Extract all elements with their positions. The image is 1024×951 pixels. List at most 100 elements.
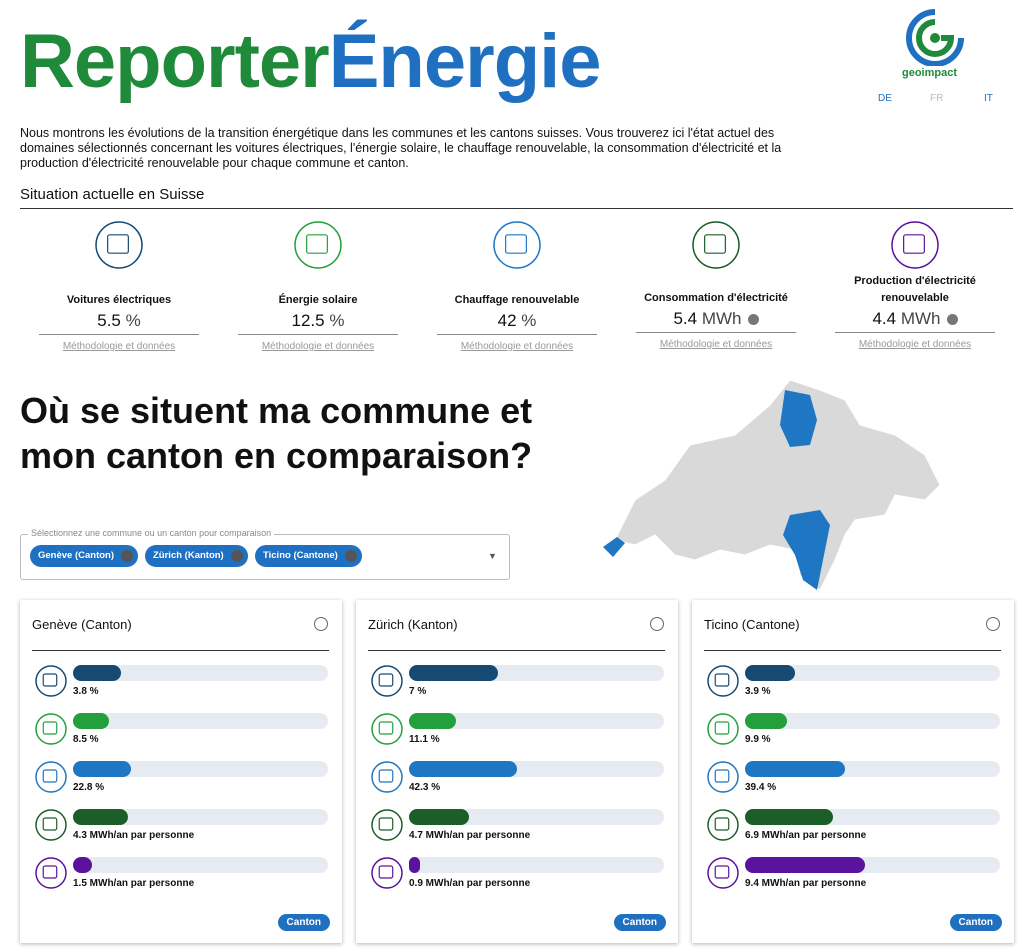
comparison-title: Où se situent ma commune et mon canton e… xyxy=(20,390,533,476)
value-label: 22.8 % xyxy=(73,782,105,793)
chip-remove[interactable] xyxy=(230,550,243,562)
chip[interactable]: Ticino (Cantone) xyxy=(255,545,362,567)
bar xyxy=(745,713,788,729)
value-label: 42.3 % xyxy=(409,782,441,793)
logo-text: geoimpact xyxy=(902,67,958,79)
icon xyxy=(493,221,541,269)
icon xyxy=(371,761,403,793)
summary-value: 42 % xyxy=(437,311,597,335)
summary-unit: % xyxy=(521,311,537,330)
card-title: Zürich (Kanton) xyxy=(368,617,458,632)
summary-item: Consommation d'électricité 5.4 MWh Méthodo… xyxy=(626,273,806,350)
bar xyxy=(73,761,132,777)
icon xyxy=(35,761,67,793)
select-arrow[interactable]: ▼ xyxy=(488,551,497,561)
card-close[interactable] xyxy=(314,617,328,631)
icon xyxy=(707,665,739,697)
summary-unit: % xyxy=(125,311,141,330)
icon xyxy=(891,221,939,269)
map-zurich[interactable] xyxy=(780,390,817,447)
bar-track xyxy=(745,809,1000,825)
bar xyxy=(73,713,110,729)
bar-track xyxy=(745,761,1000,777)
summary-value: 12.5 % xyxy=(238,311,398,335)
chip-remove[interactable] xyxy=(121,550,134,562)
summary-title: Situation actuelle en Suisse xyxy=(20,186,205,203)
canton-button[interactable]: Canton xyxy=(613,914,666,931)
methodology-link[interactable]: Méthodologie et données xyxy=(659,339,773,350)
value-label: 4.7 MWh/an par personne xyxy=(409,830,531,841)
lang-de[interactable]: DE xyxy=(878,93,892,104)
value-label: 6.9 MWh/an par personne xyxy=(745,830,867,841)
value-label: 3.9 % xyxy=(745,686,771,697)
icon xyxy=(692,221,740,269)
icon xyxy=(707,761,739,793)
value-label: 1.5 MWh/an par personne xyxy=(73,878,195,889)
icon xyxy=(707,809,739,841)
summary-unit: % xyxy=(329,311,345,330)
canton-button[interactable]: Canton xyxy=(277,914,330,931)
lang-fr[interactable]: FR xyxy=(930,93,944,104)
bar xyxy=(409,665,499,681)
bar-track xyxy=(73,761,328,777)
methodology-link[interactable]: Méthodologie et données xyxy=(460,341,574,352)
summary-number: 5.4 xyxy=(673,309,698,328)
bar-track xyxy=(73,665,328,681)
bar-track xyxy=(409,857,664,873)
map-ticino[interactable] xyxy=(783,510,830,590)
info-icon[interactable] xyxy=(747,314,759,326)
app-title: ReporterÉnergie xyxy=(20,18,601,105)
summary-number: 12.5 xyxy=(291,311,325,330)
bar-track xyxy=(409,809,664,825)
map xyxy=(603,379,941,591)
value-label: 4.3 MWh/an par personne xyxy=(73,830,195,841)
methodology-link[interactable]: Méthodologie et données xyxy=(261,341,375,352)
card: Genève (Canton) 3.8 % 8.5 % 22.8 % 4.3 MWh/a… xyxy=(20,600,342,943)
value-label: 3.8 % xyxy=(73,686,99,697)
bar-track xyxy=(745,857,1000,873)
card: Zürich (Kanton) 7 % 11.1 % 42.3 % 4.7 MWh/an… xyxy=(356,600,678,943)
icon xyxy=(294,221,342,269)
bar-track xyxy=(409,713,664,729)
canton-button[interactable]: Canton xyxy=(949,914,1002,931)
card-divider xyxy=(32,650,329,651)
chip-remove[interactable] xyxy=(344,550,357,562)
icon xyxy=(95,221,143,269)
lang-it[interactable]: IT xyxy=(984,93,993,104)
card: Ticino (Cantone) 3.9 % 9.9 % 39.4 % 6.9 MWh/… xyxy=(692,600,1014,943)
summary-value: 5.5 % xyxy=(39,311,199,335)
select-label: Sélectionnez une commune ou un canton po… xyxy=(28,528,275,538)
value-label: 8.5 % xyxy=(73,734,99,745)
summary-label: Chauffage renouvelable xyxy=(454,294,580,306)
bar xyxy=(409,713,457,729)
map-geneve[interactable] xyxy=(603,537,625,557)
title-green: Reporter xyxy=(20,19,330,104)
summary-unit: MWh xyxy=(701,309,742,328)
card-close[interactable] xyxy=(986,617,1000,631)
value-label: 39.4 % xyxy=(745,782,777,793)
bar xyxy=(409,761,517,777)
card-close[interactable] xyxy=(650,617,664,631)
card-title: Ticino (Cantone) xyxy=(704,617,800,632)
bar xyxy=(745,761,846,777)
icon xyxy=(371,713,403,745)
summary-label: Voitures électriques xyxy=(66,294,172,306)
info-icon[interactable] xyxy=(946,314,958,326)
chip[interactable]: Zürich (Kanton) xyxy=(145,545,248,567)
chip[interactable]: Genève (Canton) xyxy=(30,545,139,567)
card-divider xyxy=(368,650,665,651)
intro-text: Nous montrons les évolutions de la trans… xyxy=(20,126,782,170)
bar-track xyxy=(73,713,328,729)
bar xyxy=(73,857,93,873)
bar-track xyxy=(409,665,664,681)
summary-value: 4.4 MWh xyxy=(835,309,995,333)
methodology-link[interactable]: Méthodologie et données xyxy=(62,341,176,352)
card-title: Genève (Canton) xyxy=(32,617,132,632)
value-label: 9.9 % xyxy=(745,734,771,745)
icon xyxy=(35,857,67,889)
title-blue: Énergie xyxy=(328,19,602,104)
methodology-link[interactable]: Méthodologie et données xyxy=(858,339,972,350)
summary-label: Production d'électricité renouvelable xyxy=(854,275,976,304)
icon xyxy=(35,713,67,745)
